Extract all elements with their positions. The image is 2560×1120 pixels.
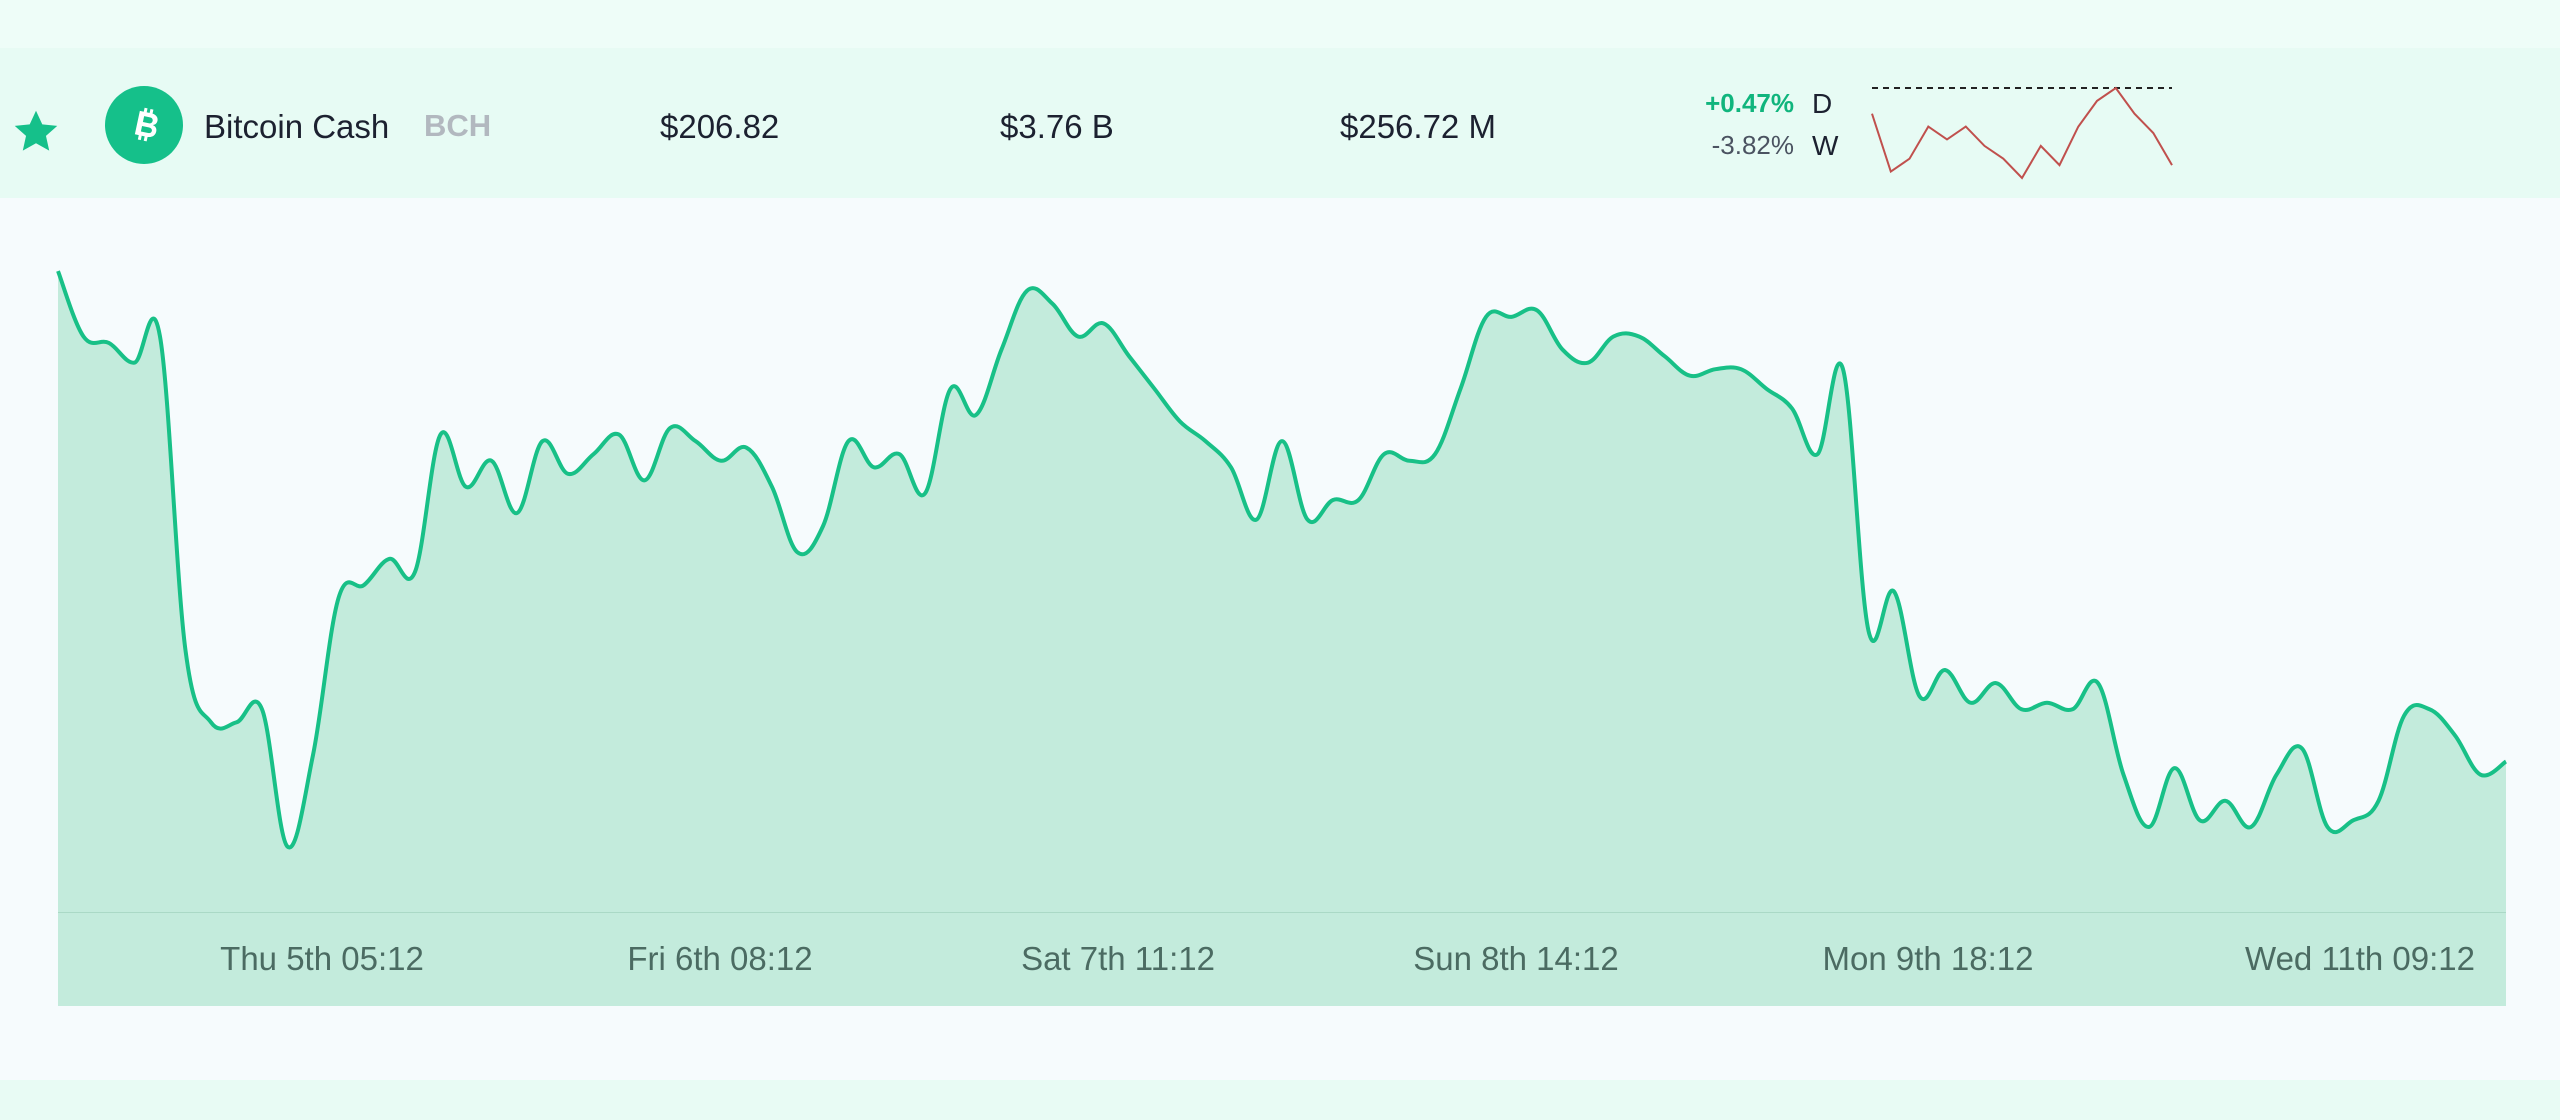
chart-area-fill: [58, 271, 2506, 912]
volume-value: $256.72 M: [1340, 108, 1496, 145]
price-area-chart[interactable]: Thu 5th 05:12 Fri 6th 08:12 Sat 7th 11:12 S…: [0, 198, 2560, 1080]
sparkline-series: [1871, 86, 2173, 180]
x-tick-label: Sat 7th 11:12: [1021, 940, 1215, 977]
price-value: $206.82: [660, 108, 780, 145]
coin-symbol: BCH: [424, 108, 492, 143]
x-tick-label: Wed 11th 09:12: [2245, 940, 2475, 977]
period-week-label: W: [1812, 130, 1839, 161]
x-tick-label: Sun 8th 14:12: [1413, 940, 1619, 977]
market-cap-value: $3.76 B: [1000, 108, 1114, 145]
star-icon[interactable]: [8, 104, 64, 160]
x-tick-label: Fri 6th 08:12: [627, 940, 812, 977]
period-day-label: D: [1812, 88, 1833, 119]
change-week: -3.82%: [1711, 130, 1794, 160]
change-day: +0.47%: [1705, 88, 1794, 118]
coin-row[interactable]: Bitcoin Cash BCH $206.82 $3.76 B $256.72…: [0, 48, 2560, 216]
x-tick-label: Thu 5th 05:12: [220, 940, 424, 977]
coin-name[interactable]: Bitcoin Cash: [204, 108, 390, 145]
chart-series-line: [56, 270, 2508, 850]
chart-baseline-band: [58, 912, 2506, 1006]
price-sparkline: [1871, 86, 2173, 180]
bitcoin-cash-logo-icon: [105, 86, 183, 164]
x-tick-label: Mon 9th 18:12: [1823, 940, 2034, 977]
